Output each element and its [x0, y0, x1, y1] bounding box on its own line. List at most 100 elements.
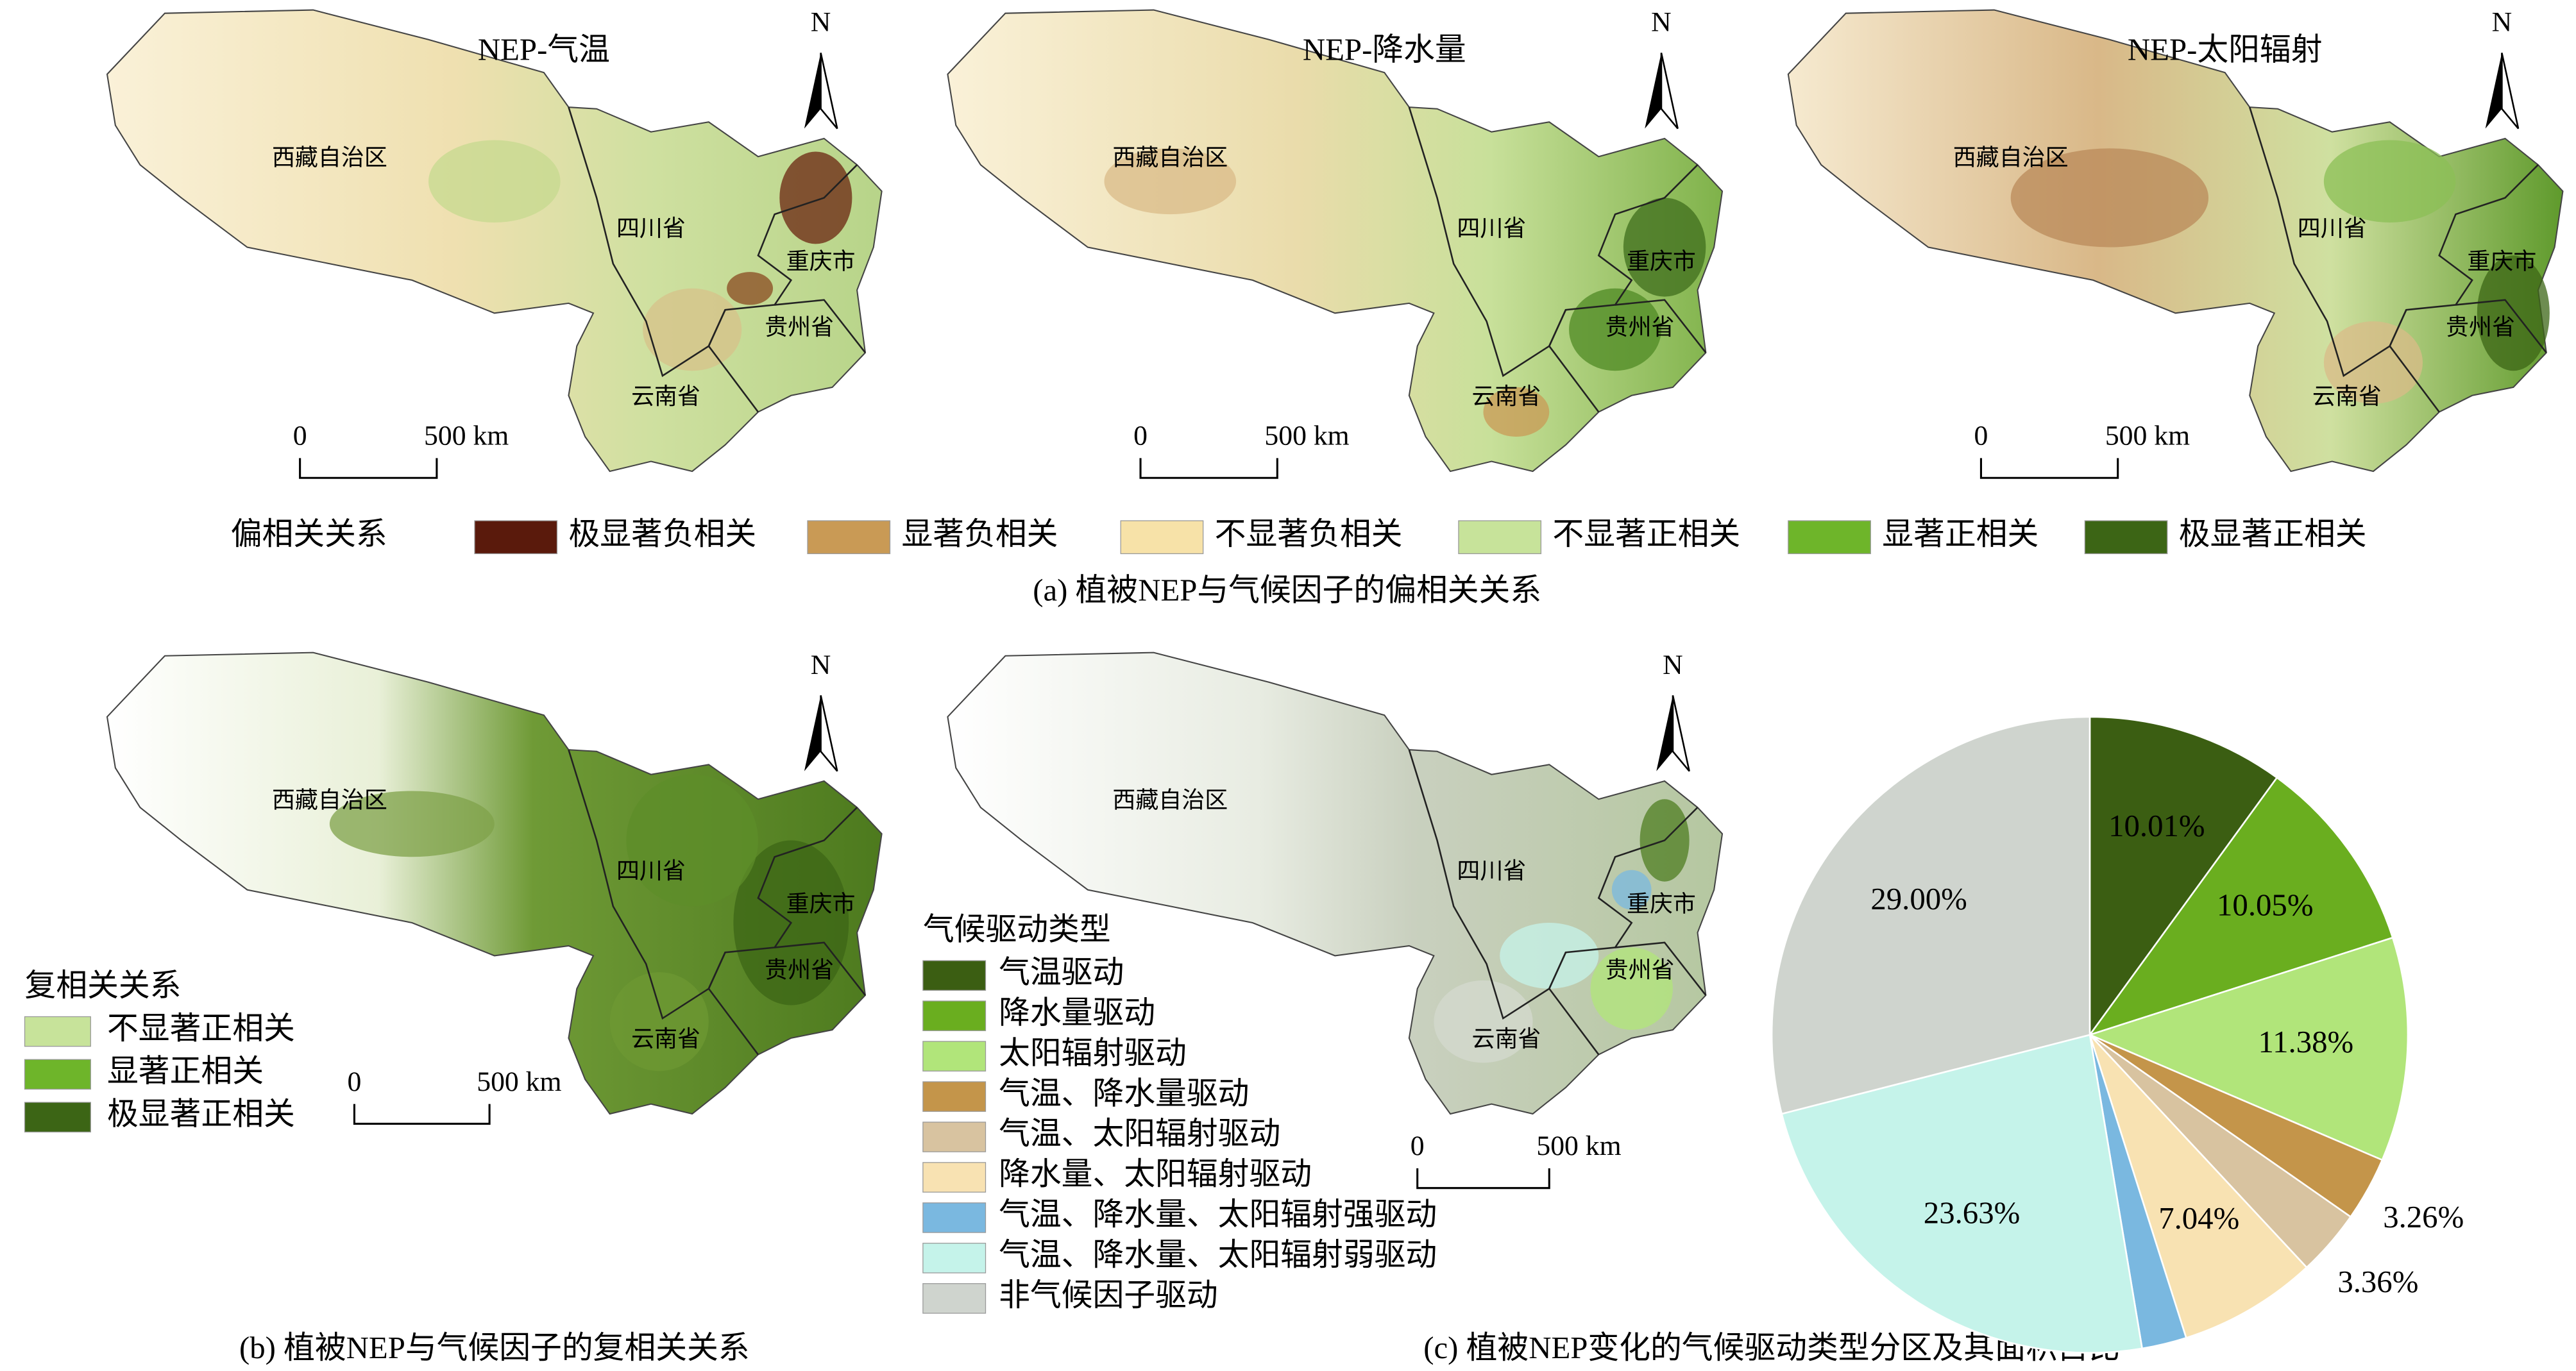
legend-label: 显著正相关 [1882, 517, 2038, 551]
map-pattern [1500, 922, 1599, 989]
legend-label: 不显著正相关 [107, 1011, 295, 1046]
pie-slice [2089, 1034, 2308, 1339]
legend-label: 气温、降水量、太阳辐射强驱动 [999, 1197, 1437, 1232]
legend-swatch [807, 520, 891, 555]
scale-zero: 0 [348, 1066, 362, 1097]
map-pattern [626, 774, 758, 907]
map-pattern [1569, 288, 1661, 371]
map-region [947, 9, 1724, 473]
map-pattern [1623, 198, 1706, 297]
province-label: 贵州省 [2446, 314, 2515, 340]
pie-label: 11.38% [2258, 1025, 2354, 1059]
legend-label: 气温、太阳辐射驱动 [999, 1116, 1280, 1151]
north-arrow [820, 695, 838, 772]
legend-title: 复相关关系 [25, 968, 182, 1003]
map-pattern [428, 140, 561, 223]
province-border [1548, 309, 1600, 413]
caption: (b) 植被NEP与气候因子的复相关关系 [239, 1331, 750, 1365]
legend-swatch [922, 1283, 987, 1314]
province-label: 贵州省 [1606, 314, 1675, 340]
panel-title: NEP-太阳辐射 [2128, 33, 2323, 67]
province-label: 云南省 [631, 1026, 700, 1052]
map-pattern [2010, 148, 2209, 248]
province-label: 四川省 [2298, 215, 2367, 241]
map-pattern [1611, 870, 1652, 910]
pie-label: 3.26% [2383, 1200, 2464, 1234]
legend-label: 气温、降水量驱动 [999, 1076, 1249, 1111]
legend-swatch [24, 1016, 91, 1047]
legend-label: 气温、降水量、太阳辐射弱驱动 [999, 1238, 1437, 1272]
north-arrow [1645, 53, 1661, 129]
province-label: 西藏自治区 [1112, 787, 1228, 813]
province-border [1548, 952, 1600, 1056]
pie-slice [2087, 936, 2409, 1161]
province-border [1614, 941, 1707, 996]
province-border [774, 299, 866, 353]
scale-bar [1416, 1168, 1550, 1190]
legend-label: 极显著正相关 [2179, 517, 2367, 551]
pie-slice [2087, 776, 2394, 1037]
pie-slice [1770, 716, 2091, 1115]
map-pattern [1434, 980, 1533, 1063]
legend-label: 不显著正相关 [1552, 517, 1740, 551]
north-arrow [1656, 695, 1673, 771]
legend-swatch [922, 1202, 987, 1233]
legend-swatch [922, 960, 987, 991]
north-arrow [804, 53, 821, 129]
legend-label: 降水量、太阳辐射驱动 [999, 1157, 1312, 1191]
province-label: 云南省 [1471, 1026, 1541, 1052]
province-label: 四川省 [616, 858, 686, 884]
scale-length: 500 km [2105, 421, 2190, 451]
pie-label: 10.01% [2108, 809, 2205, 843]
scale-length: 500 km [477, 1066, 561, 1097]
province-border [708, 309, 759, 413]
scale-zero: 0 [1411, 1131, 1425, 1161]
province-border [774, 941, 866, 996]
province-label: 西藏自治区 [272, 145, 387, 171]
legend-swatch [922, 1162, 987, 1193]
scale-length: 500 km [424, 421, 509, 451]
map-region [947, 652, 1724, 1115]
province-label: 云南省 [2312, 383, 2382, 409]
north-label: N [811, 7, 831, 38]
map-region [106, 9, 883, 473]
scale-zero: 0 [1974, 421, 1988, 451]
map-region [1787, 9, 2564, 473]
pie-label: 7.04% [2158, 1201, 2239, 1236]
province-label: 重庆市 [2467, 248, 2536, 274]
legend-label: 显著负相关 [901, 517, 1058, 551]
legend-swatch [1458, 520, 1542, 555]
legend-label: 非气候因子驱动 [999, 1278, 1218, 1313]
legend-swatch [922, 1122, 987, 1152]
province-label: 四川省 [1457, 858, 1526, 884]
province-label: 重庆市 [786, 248, 856, 274]
legend-label: 极显著正相关 [107, 1097, 295, 1131]
map-pattern [1483, 387, 1550, 437]
legend-swatch [24, 1059, 91, 1090]
legend-label: 显著正相关 [107, 1054, 264, 1089]
province-label: 四川省 [616, 215, 686, 241]
scale-length: 500 km [1264, 421, 1349, 451]
legend-label: 太阳辐射驱动 [999, 1036, 1187, 1070]
scale-bar [299, 458, 438, 479]
pie-slice [1781, 1034, 2144, 1354]
pie-slice [2089, 716, 2278, 1038]
province-label: 重庆市 [1627, 248, 1696, 274]
legend-label: 极显著负相关 [568, 517, 756, 551]
scale-length: 500 km [1536, 1131, 1621, 1161]
pie-label: 29.00% [1870, 882, 1967, 916]
panel-title: NEP-气温 [478, 33, 610, 67]
map-pattern [779, 151, 852, 244]
scale-bar [353, 1104, 491, 1125]
map-pattern [329, 791, 495, 857]
caption: (a) 植被NEP与气候因子的偏相关关系 [1033, 573, 1541, 607]
legend-title: 气候驱动类型 [923, 913, 1111, 947]
pie-label: 3.36% [2337, 1265, 2418, 1299]
province-label: 西藏自治区 [1112, 145, 1228, 171]
